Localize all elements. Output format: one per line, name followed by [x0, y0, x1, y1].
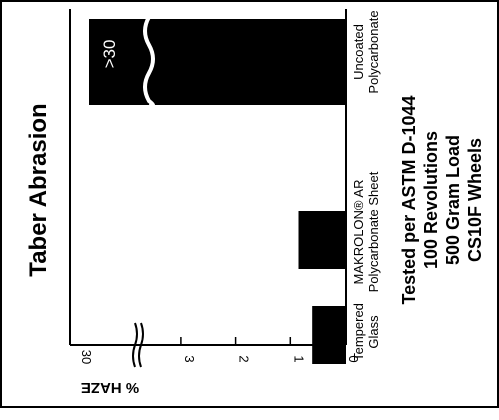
category-label: MAKROLON® AR [351, 180, 366, 285]
axis-break-mark [138, 322, 144, 368]
category-label: Tempered [351, 303, 366, 361]
category-label: Glass [366, 315, 381, 349]
test-note: Tested per ASTM D-1044 [399, 95, 419, 304]
bar-break-mark [143, 16, 155, 108]
test-note: CS10F Wheels [465, 138, 485, 262]
bars: >30 [89, 16, 346, 364]
category-labels: Tempered Glass MAKROLON® AR Polycarbonate S… [351, 10, 381, 360]
y-tick-label: 30 [79, 350, 94, 364]
test-note: 100 Revolutions [421, 131, 441, 269]
y-tick-label: 0 [346, 355, 361, 362]
test-note: 500 Gram Load [443, 135, 463, 265]
test-notes: Tested per ASTM D-1044 100 Revolutions 5… [399, 95, 485, 304]
y-axis-label: % HAZE [81, 379, 139, 396]
y-tick-label: 3 [182, 355, 197, 362]
bar [298, 211, 346, 269]
bar [89, 19, 346, 105]
category-label: Polycarbonate [366, 10, 381, 93]
category-label: Polycarbonate Sheet [366, 171, 381, 292]
bar [312, 306, 346, 364]
y-tick-label: 2 [237, 355, 252, 362]
category-label: Uncoated [351, 24, 366, 80]
y-tick-label: 1 [291, 355, 306, 362]
chart-title: Taber Abrasion [25, 103, 52, 276]
bar-value-label: >30 [100, 40, 119, 69]
axis-break-mark [132, 322, 138, 368]
